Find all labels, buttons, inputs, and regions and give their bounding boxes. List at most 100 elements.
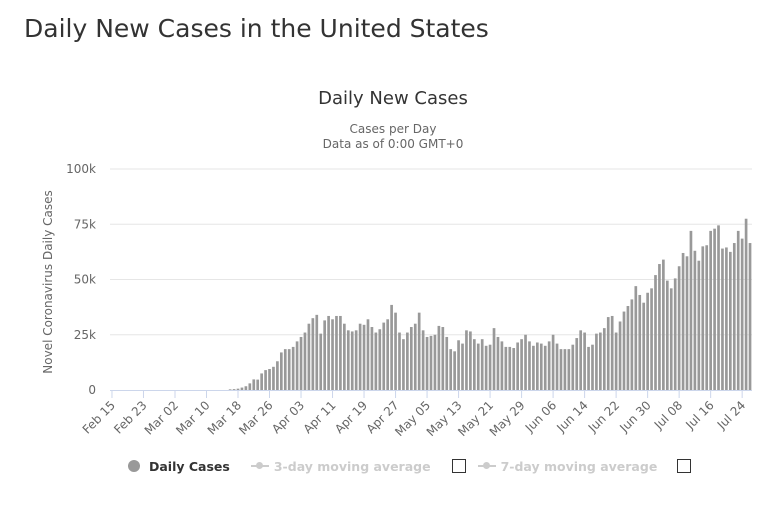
bar[interactable] [496,336,500,390]
bar[interactable] [279,352,283,390]
bar[interactable] [595,333,598,390]
bar[interactable] [394,312,397,390]
bar[interactable] [658,264,661,390]
bar[interactable] [736,230,740,390]
bar[interactable] [252,379,256,390]
bar[interactable] [729,251,732,391]
bar[interactable] [307,323,311,390]
bar[interactable] [606,317,610,390]
bar[interactable] [311,318,315,390]
bar[interactable] [591,344,594,390]
bar[interactable] [532,345,535,390]
bar[interactable] [492,328,496,390]
bar[interactable] [689,230,693,390]
bar[interactable] [642,302,646,390]
legend-item-3-day-average[interactable]: 3-day moving average [250,459,431,474]
bar[interactable] [709,230,712,390]
bar[interactable] [398,332,401,390]
bar[interactable] [370,327,374,390]
bar[interactable] [630,299,634,390]
bar[interactable] [276,361,279,390]
bar[interactable] [673,278,677,390]
bar[interactable] [551,334,555,390]
bar[interactable] [228,389,232,390]
bar[interactable] [327,315,330,390]
bar[interactable] [268,369,271,390]
bar[interactable] [354,330,358,390]
bar[interactable] [366,319,370,390]
bar[interactable] [669,288,673,390]
bar[interactable] [425,336,429,390]
bar[interactable] [236,388,240,390]
bar[interactable] [240,387,244,390]
bar[interactable] [291,346,295,390]
bar[interactable] [386,319,390,390]
bar[interactable] [429,335,433,390]
bar[interactable] [461,343,464,390]
bar[interactable] [610,315,614,390]
bar[interactable] [409,327,413,390]
bar[interactable] [315,314,319,390]
bar[interactable] [646,292,649,390]
bar[interactable] [626,306,630,390]
bar[interactable] [547,341,551,390]
bar[interactable] [283,349,287,390]
bar[interactable] [665,280,669,390]
bar[interactable] [472,339,476,390]
bar[interactable] [705,245,709,390]
3-day-average-checkbox[interactable] [451,459,466,473]
bar[interactable] [378,329,382,390]
bar[interactable] [614,332,618,390]
bar[interactable] [358,323,362,390]
bar[interactable] [650,288,653,390]
bar[interactable] [559,349,563,390]
bar[interactable] [350,331,354,390]
bar[interactable] [402,339,405,390]
bar[interactable] [732,243,736,390]
bar[interactable] [748,243,752,390]
bar[interactable] [579,330,583,390]
bar[interactable] [445,336,449,390]
bar[interactable] [299,336,303,390]
bar[interactable] [256,379,260,390]
bar[interactable] [453,351,456,390]
bar[interactable] [543,345,547,390]
bar[interactable] [441,327,445,390]
bar[interactable] [587,346,590,390]
bar[interactable] [701,246,705,390]
bar[interactable] [599,332,602,390]
bar[interactable] [563,349,567,390]
bar[interactable] [693,250,697,390]
bar[interactable] [685,256,689,390]
bar[interactable] [264,370,267,390]
bar[interactable] [465,330,468,390]
bar[interactable] [528,341,531,390]
bar[interactable] [634,286,638,390]
bar[interactable] [272,366,275,390]
bar[interactable] [406,332,409,390]
bar[interactable] [721,248,724,390]
bar[interactable] [717,225,720,390]
bar[interactable] [555,343,559,390]
bar[interactable] [390,304,393,390]
bar[interactable] [421,330,425,390]
bar[interactable] [681,252,685,390]
bar[interactable] [287,349,291,390]
bar[interactable] [536,342,539,390]
bar[interactable] [500,341,504,390]
bar[interactable] [469,331,472,390]
bar[interactable] [449,349,453,390]
bar[interactable] [571,344,575,390]
bar[interactable] [362,324,366,390]
bar[interactable] [480,339,484,390]
bar[interactable] [319,333,323,390]
bar[interactable] [638,294,642,390]
bar[interactable] [323,320,326,390]
bar[interactable] [248,383,252,390]
bar[interactable] [520,339,523,390]
bar[interactable] [346,330,350,390]
bar[interactable] [567,349,571,390]
bar[interactable] [413,323,417,390]
bar[interactable] [417,312,421,390]
bar[interactable] [618,321,622,390]
